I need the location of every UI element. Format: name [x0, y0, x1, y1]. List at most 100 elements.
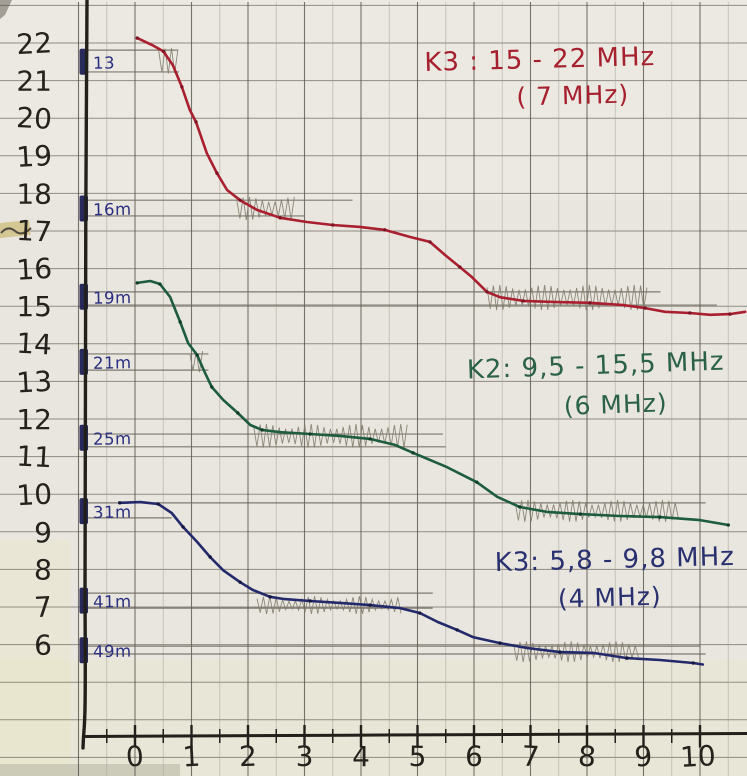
data-point: [331, 223, 335, 227]
data-point: [135, 281, 139, 285]
data-point: [210, 385, 214, 389]
x-tick-label: 2: [238, 740, 257, 774]
corner-smudge: [0, 0, 12, 19]
y-tick-label: 10: [16, 477, 53, 512]
data-point: [518, 505, 522, 509]
data-point: [238, 580, 242, 584]
data-point: [455, 628, 459, 632]
data-point: [308, 599, 312, 603]
data-point: [195, 353, 199, 357]
annotation-k2-line2: (6 MHz): [563, 388, 668, 421]
x-tick-label: 1: [182, 740, 202, 774]
paper-yellow-corner: [0, 540, 70, 776]
x-tick-label: 8: [577, 739, 597, 773]
data-point: [578, 512, 582, 516]
y-tick-label: 12: [16, 403, 52, 436]
data-point: [278, 216, 282, 220]
tape-scribble: [0, 227, 32, 235]
data-point: [368, 603, 372, 607]
y-tick-label: 17: [15, 214, 52, 249]
data-point: [215, 171, 219, 175]
data-point: [178, 320, 182, 324]
data-point: [208, 555, 212, 559]
bottom-edge-shadow: [0, 764, 180, 776]
data-point: [428, 240, 432, 244]
data-point: [236, 411, 240, 415]
data-point: [691, 661, 695, 665]
y-tick-label: 9: [34, 516, 52, 549]
x-tick-label: 7: [521, 740, 541, 774]
data-point: [411, 451, 415, 455]
data-point: [625, 656, 629, 660]
y-tick-label: 11: [15, 439, 52, 474]
data-point: [485, 290, 489, 294]
y-tick-label: 21: [16, 65, 52, 98]
data-point: [268, 595, 272, 599]
data-point: [368, 437, 372, 441]
x-tick-label: 4: [352, 740, 370, 773]
data-point: [118, 501, 122, 505]
data-point: [521, 299, 525, 303]
y-tick-label: 13: [16, 365, 53, 400]
data-point: [161, 49, 165, 53]
annotation-k3-high-line1: K3 : 15 - 22 MHz: [424, 42, 656, 78]
curve-series-0: [136, 36, 747, 317]
band-hatch-scribble: [158, 48, 179, 74]
curves-layer: [118, 36, 747, 666]
y-tick-label: 16: [16, 252, 53, 287]
x-tick-label: 6: [465, 740, 484, 774]
data-point: [475, 480, 479, 484]
curve-series-2: [118, 500, 705, 666]
y-axis-line: [81, 0, 89, 750]
data-point: [726, 523, 730, 527]
annotation-k3-high-line2: ( 7 MHz): [516, 80, 630, 112]
x-axis-line: [84, 732, 747, 738]
band-label: 25m: [93, 429, 132, 449]
band-label: 49m: [93, 642, 132, 662]
band-label: 13: [93, 53, 115, 72]
band-hatch-scribble: [486, 284, 648, 311]
y-tick-label: 8: [33, 553, 53, 587]
y-tick-label: 7: [33, 590, 53, 624]
data-point: [658, 515, 662, 519]
paper-light-top: [0, 0, 747, 200]
data-point: [688, 311, 692, 315]
y-tick-label: 19: [16, 139, 53, 174]
x-tick-label: 9: [633, 739, 653, 773]
data-point: [558, 650, 562, 654]
x-tick-label: 3: [295, 740, 313, 773]
band-label: 21m: [93, 353, 132, 373]
y-tick-label: 20: [15, 101, 52, 136]
data-point: [308, 432, 312, 436]
data-point: [418, 611, 422, 615]
band-label: 19m: [93, 288, 132, 308]
data-point: [383, 228, 387, 232]
y-tick-label: 6: [34, 629, 52, 662]
data-point: [238, 198, 242, 202]
band-hatch-scribble: [253, 423, 408, 448]
band-label: 41m: [93, 592, 132, 612]
annotation-k3-low-line2: (4 MHz): [557, 582, 662, 614]
data-point: [135, 36, 139, 40]
band-label: 16m: [93, 200, 132, 220]
data-point: [156, 502, 160, 506]
band-label: 31m: [93, 502, 132, 522]
x-tick-label: 0: [125, 739, 145, 773]
paper-yellow-bottom: [0, 660, 747, 776]
data-point: [728, 312, 732, 316]
annotation-k3-low-line1: K3: 5,8 - 9,8 MHz: [494, 542, 735, 578]
data-point: [588, 301, 592, 305]
data-point: [194, 120, 198, 124]
y-tick-label: 15: [16, 290, 52, 323]
data-point: [643, 306, 647, 310]
data-point: [260, 428, 264, 432]
data-point: [181, 525, 185, 529]
x-tick-label: 5: [408, 740, 426, 773]
y-tick-label: 14: [15, 327, 52, 362]
x-tick-label: 10: [679, 739, 716, 774]
data-point: [498, 641, 502, 645]
y-tick-label: 18: [16, 177, 52, 210]
